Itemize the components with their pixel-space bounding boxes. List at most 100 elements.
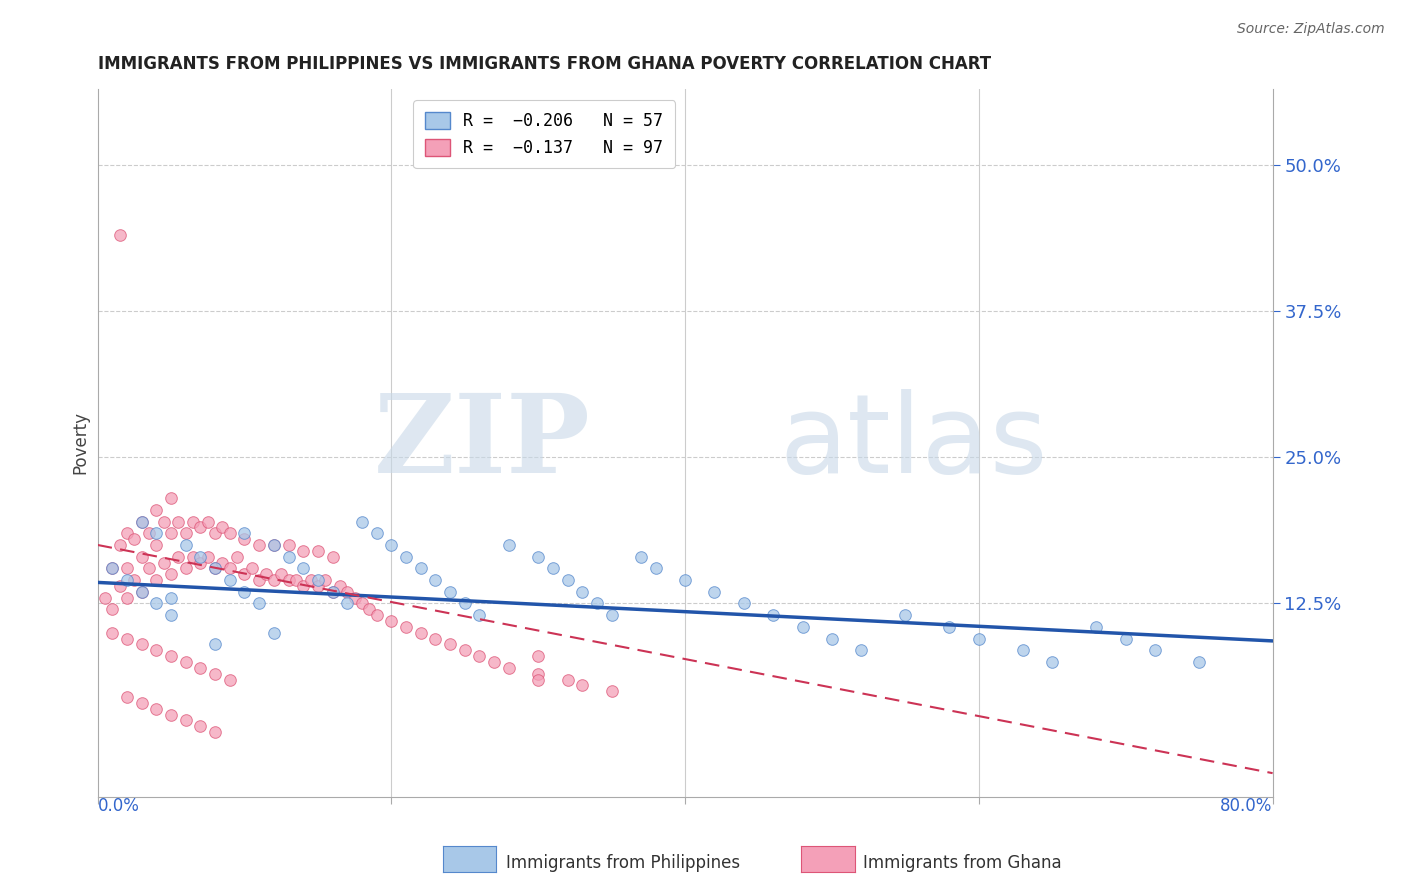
Point xyxy=(94,591,117,605)
Point xyxy=(131,584,153,599)
Point xyxy=(204,725,226,739)
Point xyxy=(454,643,477,657)
Point xyxy=(174,655,197,669)
Point xyxy=(630,549,652,564)
Point xyxy=(218,573,240,587)
Point xyxy=(329,579,352,593)
Point xyxy=(284,573,307,587)
Point xyxy=(557,573,579,587)
Point xyxy=(101,625,124,640)
Point xyxy=(673,573,696,587)
Point xyxy=(174,714,197,728)
Point xyxy=(115,561,138,575)
Point xyxy=(938,620,960,634)
Point xyxy=(115,526,138,541)
Point xyxy=(571,678,593,692)
Point xyxy=(247,573,270,587)
Point xyxy=(263,625,285,640)
Point xyxy=(233,567,256,582)
Point xyxy=(498,661,520,675)
Point xyxy=(197,549,219,564)
Point xyxy=(218,561,240,575)
Point xyxy=(101,602,124,616)
Point xyxy=(190,719,212,733)
Point xyxy=(145,573,167,587)
Text: atlas: atlas xyxy=(779,389,1047,496)
Point xyxy=(527,673,550,687)
Point xyxy=(409,561,432,575)
Point xyxy=(174,526,197,541)
Point xyxy=(233,526,256,541)
Point xyxy=(307,579,329,593)
Point xyxy=(366,526,388,541)
Point xyxy=(292,544,315,558)
Point xyxy=(468,649,491,664)
Point xyxy=(160,567,183,582)
Point xyxy=(292,579,315,593)
Point xyxy=(1040,655,1063,669)
Point xyxy=(233,584,256,599)
Point xyxy=(131,549,153,564)
Point xyxy=(277,538,299,552)
Point xyxy=(145,526,167,541)
Point xyxy=(108,579,131,593)
Point xyxy=(263,538,285,552)
Point xyxy=(108,227,131,242)
Text: 0.0%: 0.0% xyxy=(97,797,139,814)
Point xyxy=(733,597,755,611)
Text: Immigrants from Ghana: Immigrants from Ghana xyxy=(863,854,1062,871)
Point xyxy=(498,538,520,552)
Legend: R =  −0.206   N = 57, R =  −0.137   N = 97: R = −0.206 N = 57, R = −0.137 N = 97 xyxy=(413,101,675,169)
Point xyxy=(190,520,212,534)
Point xyxy=(299,573,322,587)
Point xyxy=(359,602,381,616)
Point xyxy=(160,591,183,605)
Point xyxy=(145,538,167,552)
Point xyxy=(256,567,278,582)
Point xyxy=(190,556,212,570)
Point xyxy=(124,573,146,587)
Point xyxy=(174,561,197,575)
Point xyxy=(190,661,212,675)
Point xyxy=(1085,620,1108,634)
Point xyxy=(322,549,344,564)
Point xyxy=(145,702,167,716)
Point xyxy=(145,643,167,657)
Point xyxy=(218,526,240,541)
Point xyxy=(197,515,219,529)
Point xyxy=(124,532,146,546)
Point xyxy=(851,643,873,657)
Point xyxy=(160,526,183,541)
Point xyxy=(894,608,917,623)
Point xyxy=(322,584,344,599)
Point xyxy=(218,673,240,687)
Point xyxy=(115,573,138,587)
Point xyxy=(307,544,329,558)
Point xyxy=(277,549,299,564)
Point xyxy=(557,673,579,687)
Point xyxy=(425,573,447,587)
Point xyxy=(160,707,183,722)
Y-axis label: Poverty: Poverty xyxy=(72,411,89,474)
Point xyxy=(439,637,461,651)
Point xyxy=(138,526,160,541)
Point xyxy=(336,597,359,611)
Point xyxy=(600,608,623,623)
Point xyxy=(115,690,138,704)
Point xyxy=(380,614,402,628)
Point xyxy=(131,584,153,599)
Point xyxy=(181,549,204,564)
Text: IMMIGRANTS FROM PHILIPPINES VS IMMIGRANTS FROM GHANA POVERTY CORRELATION CHART: IMMIGRANTS FROM PHILIPPINES VS IMMIGRANT… xyxy=(97,55,991,73)
Point xyxy=(204,666,226,681)
Point xyxy=(131,515,153,529)
Point xyxy=(1012,643,1035,657)
Point xyxy=(138,561,160,575)
Point xyxy=(131,696,153,710)
Point xyxy=(644,561,666,575)
Point xyxy=(101,561,124,575)
Point xyxy=(263,538,285,552)
Point xyxy=(152,556,174,570)
Text: ZIP: ZIP xyxy=(374,389,591,496)
Point xyxy=(821,632,844,646)
Point xyxy=(226,549,249,564)
